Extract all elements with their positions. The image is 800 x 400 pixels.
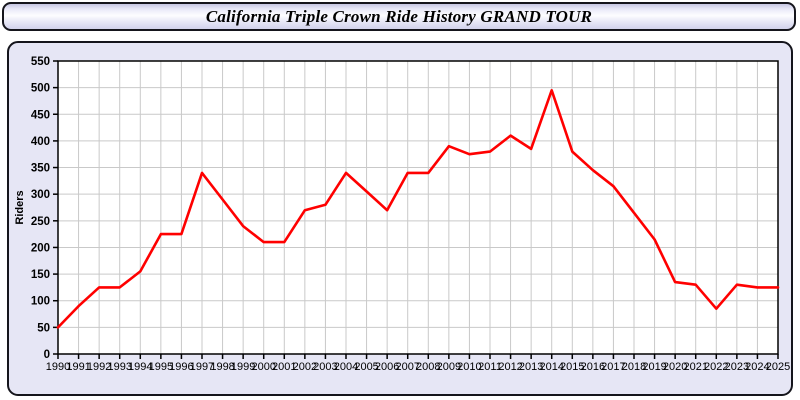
x-tick-label: 2021 [683,361,707,373]
plot-border [57,60,779,355]
y-tick-label: 200 [31,242,50,254]
x-tick-label: 2017 [601,361,625,373]
y-tick-label: 500 [31,83,50,95]
y-tick-label: 0 [44,349,50,361]
x-tick-label: 2013 [519,361,543,373]
x-tick-label: 2025 [766,361,790,373]
x-tick-label: 2007 [395,361,419,373]
x-tick-label: 1994 [128,361,152,373]
x-tick-label: 1995 [149,361,173,373]
x-tick-label: 1996 [169,361,193,373]
y-axis-title: Riders [14,190,26,224]
x-tick-label: 1990 [46,361,70,373]
x-tick-label: 1991 [66,361,90,373]
x-tick-label: 2015 [560,361,584,373]
x-tick-label: 2006 [375,361,399,373]
x-tick-label: 2022 [704,361,728,373]
x-tick-label: 1992 [87,361,111,373]
x-tick-label: 2024 [745,361,769,373]
x-tick-label: 2005 [354,361,378,373]
x-tick-label: 2002 [293,361,317,373]
page-title: California Triple Crown Ride History GRA… [205,6,593,26]
y-tick-label: 450 [31,109,50,121]
x-tick-label: 2023 [725,361,749,373]
riders-series-line [56,88,780,329]
y-tick-label: 250 [31,216,50,228]
x-tick-label: 1999 [231,361,255,373]
y-tick-label: 300 [31,189,50,201]
y-tick-label: 350 [31,163,50,175]
x-tick-label: 2019 [642,361,666,373]
x-tick-label: 2004 [334,361,358,373]
plot-area [58,61,778,354]
x-tick-label: 2018 [622,361,646,373]
x-tick-label: 2012 [498,361,522,373]
x-tick-label: 1993 [107,361,131,373]
x-tick-label: 1997 [190,361,214,373]
x-tick-label: 2009 [437,361,461,373]
y-tick-label: 50 [37,322,50,334]
x-tick-label: 2003 [313,361,337,373]
x-tick-label: 2010 [457,361,481,373]
title-bar: California Triple Crown Ride History GRA… [2,2,796,31]
x-tick-label: 2008 [416,361,440,373]
x-tick-label: 1998 [210,361,234,373]
ride-history-line-chart: 0501001502002503003504004505005501990199… [14,56,790,373]
x-tick-label: 2001 [272,361,296,373]
x-tick-label: 2016 [581,361,605,373]
y-tick-label: 100 [31,296,50,308]
y-tick-label: 550 [31,56,50,68]
x-tick-label: 2014 [539,361,563,373]
y-tick-label: 150 [31,269,50,281]
chart-panel: 0 50 100 150 200 250 300 350 400 450 500 550 1990 199… [7,41,793,396]
x-tick-label: 2011 [478,361,502,373]
x-tick-label: 2000 [251,361,275,373]
x-tick-label: 2020 [663,361,687,373]
y-tick-label: 400 [31,136,50,148]
